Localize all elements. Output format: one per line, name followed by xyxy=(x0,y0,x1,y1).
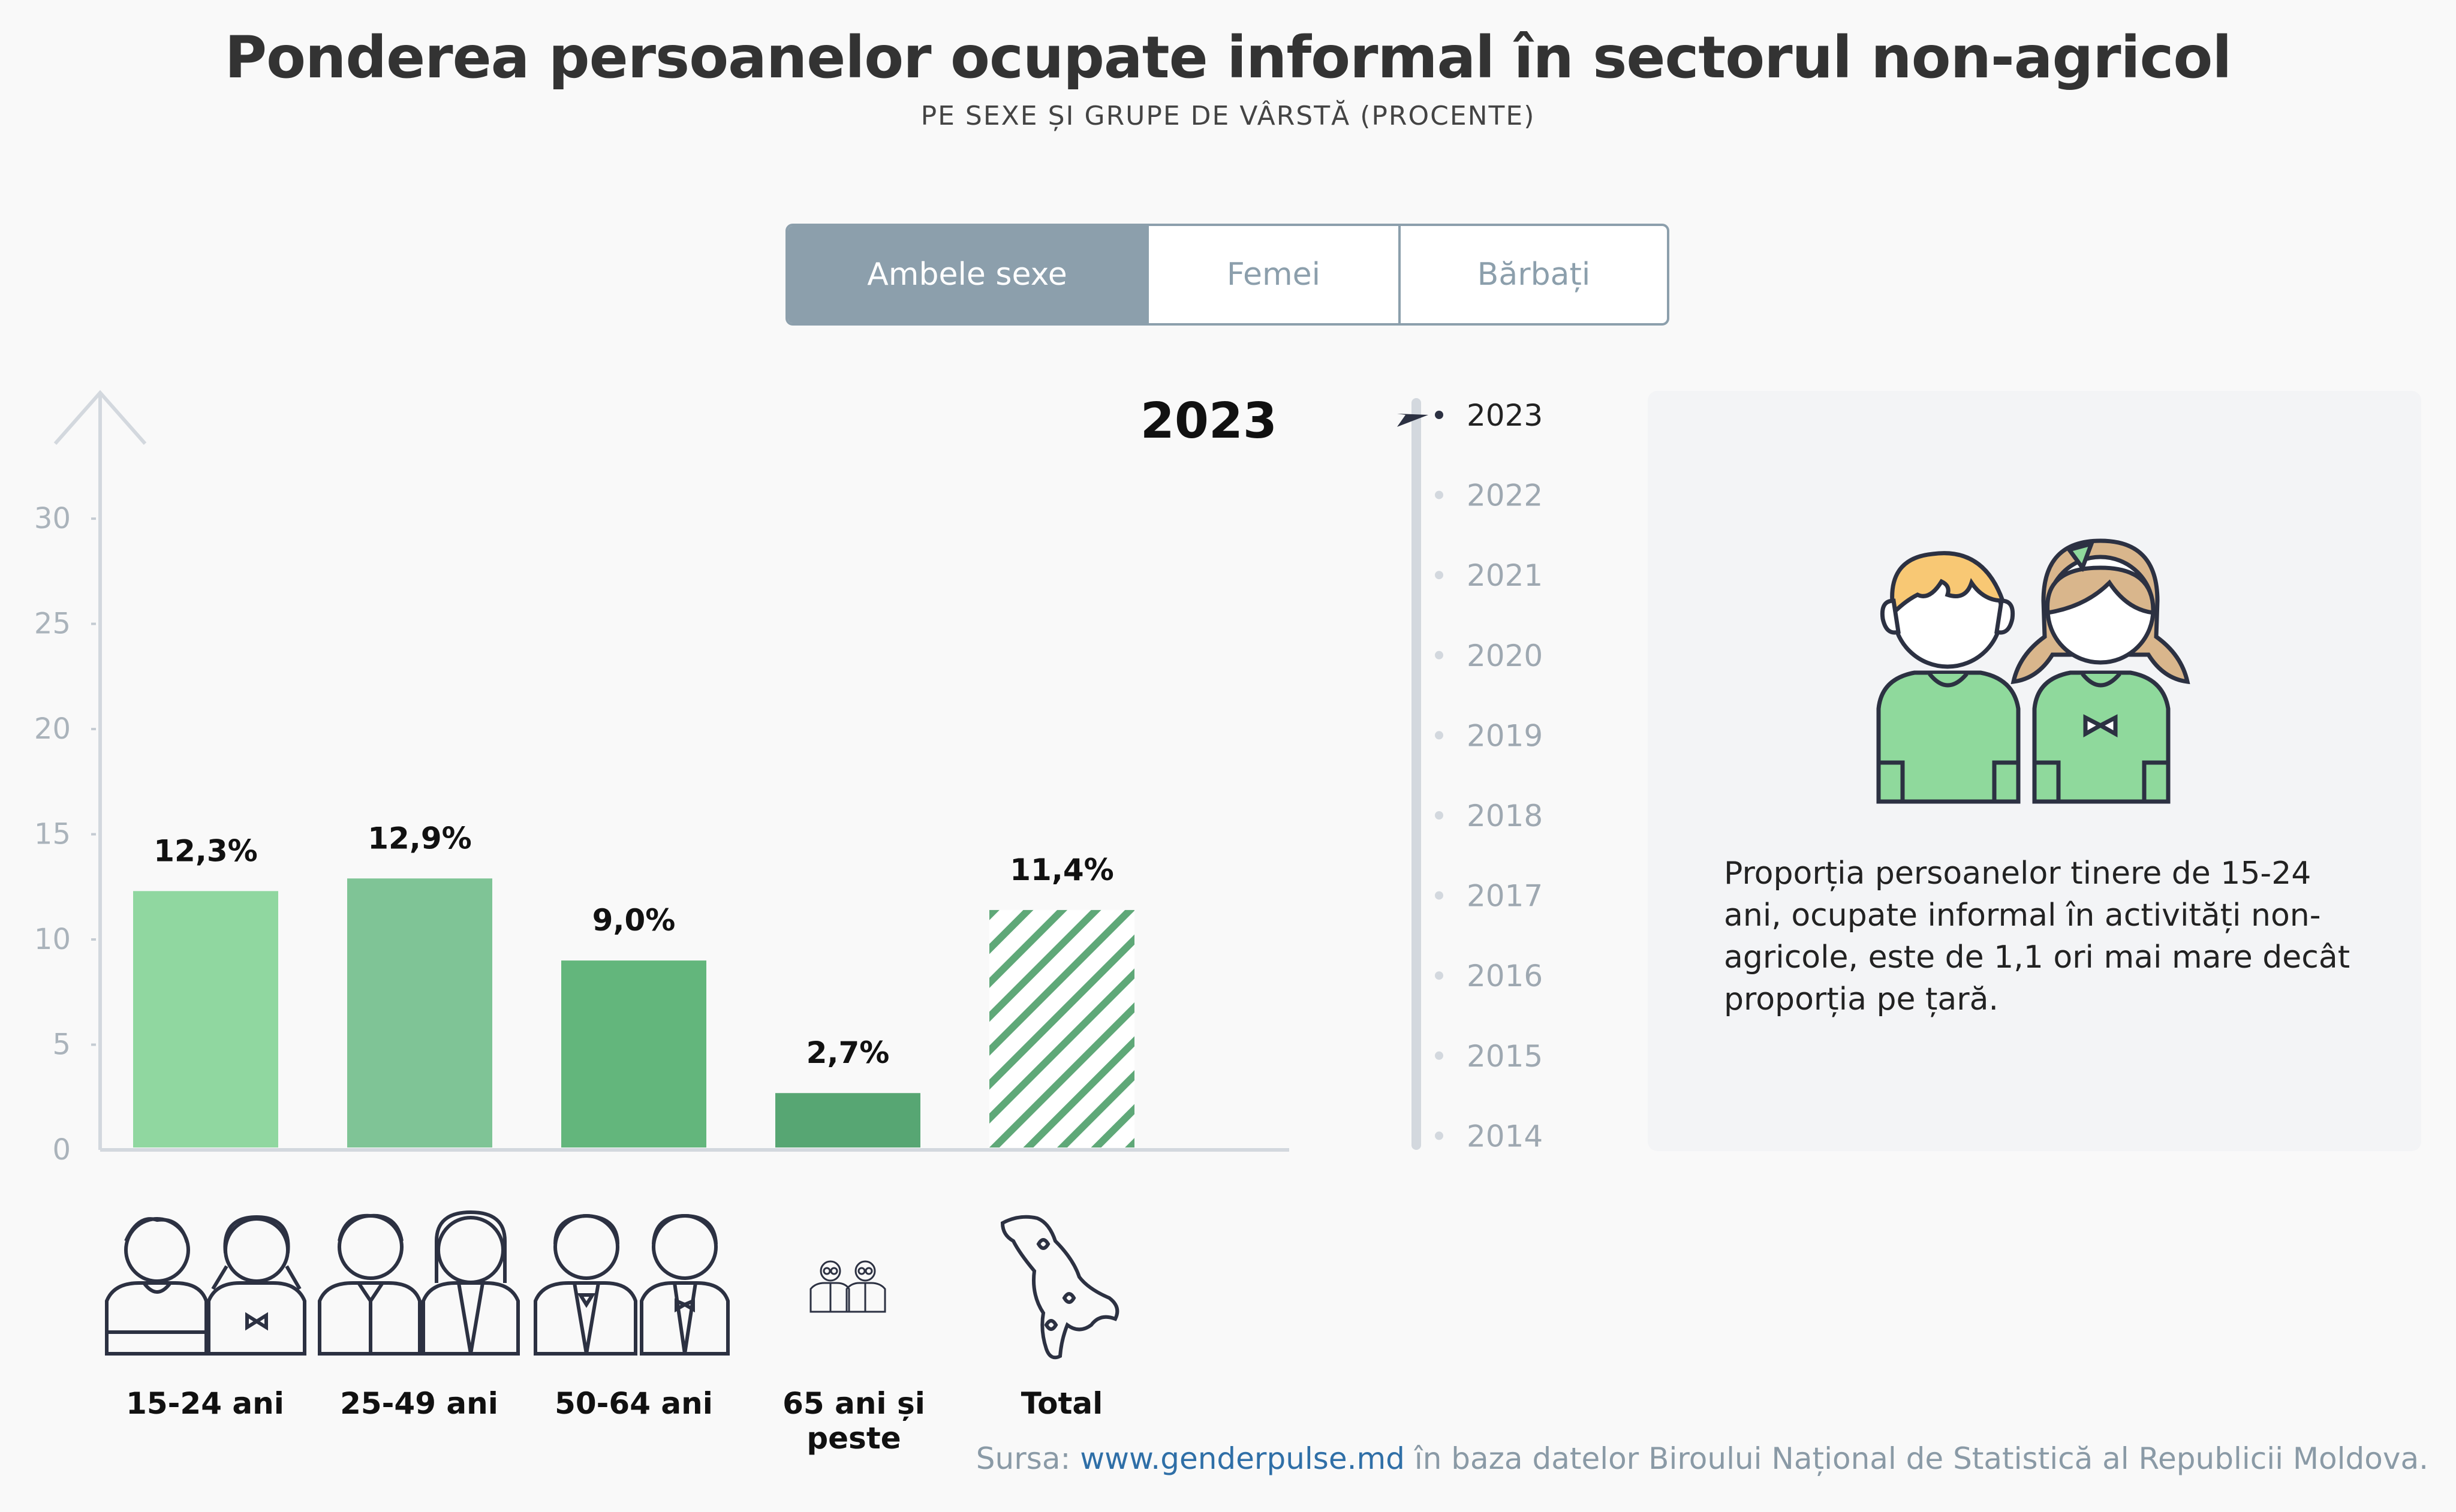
category-label-15-24: 15-24 ani xyxy=(126,1386,284,1421)
timeline-year-2017[interactable]: 2017 xyxy=(1435,879,1543,914)
timeline-dot xyxy=(1435,411,1443,419)
timeline-year-label: 2023 xyxy=(1467,398,1543,433)
elderly-pair-icon xyxy=(809,1260,886,1313)
page-subtitle: PE SEXE ȘI GRUPE DE VÂRSTĂ (PROCENTE) xyxy=(920,101,1536,131)
bar-2[interactable] xyxy=(347,878,492,1147)
tab-ambele-sexe[interactable]: Ambele sexe xyxy=(788,226,1146,323)
timeline-year-label: 2014 xyxy=(1467,1119,1543,1153)
bar-3[interactable] xyxy=(561,960,706,1147)
bars xyxy=(133,878,1134,1147)
bar-5[interactable] xyxy=(989,909,1134,1147)
timeline-dot xyxy=(1435,490,1443,499)
source-prefix: Sursa: xyxy=(976,1441,1071,1476)
y-tick-label: 5 xyxy=(52,1028,71,1062)
bar-value-labels: 12,3% 12,9% 9,0% 2,7% 11,4% xyxy=(154,821,1113,1070)
timeline-year-label: 2018 xyxy=(1467,799,1543,833)
source-link[interactable]: www.genderpulse.md xyxy=(1080,1441,1405,1476)
timeline-dot xyxy=(1435,731,1443,740)
timeline-year-2022[interactable]: 2022 xyxy=(1435,478,1543,513)
source-suffix: în baza datelor Biroului Național de Sta… xyxy=(1414,1441,2428,1476)
bar-1[interactable] xyxy=(133,891,278,1147)
timeline-year-2014[interactable]: 2014 xyxy=(1435,1119,1543,1153)
arrow-up-icon xyxy=(53,390,147,1150)
bar-4[interactable] xyxy=(775,1093,920,1147)
category-label-total: Total xyxy=(1021,1386,1103,1421)
youth-pair-icon xyxy=(105,1215,306,1356)
timeline-year-label: 2020 xyxy=(1467,638,1543,673)
timeline-dot xyxy=(1435,650,1443,659)
category-icons xyxy=(105,1210,1119,1360)
bar-value-label: 11,4% xyxy=(1010,853,1113,887)
timeline-year-label: 2019 xyxy=(1467,718,1543,753)
y-tick-label: 25 xyxy=(34,607,71,641)
y-axis-ticks: 0 5 10 15 20 25 30 xyxy=(34,502,96,1167)
timeline-dot xyxy=(1435,1131,1443,1140)
moldova-map-icon xyxy=(1000,1215,1119,1360)
y-tick-label: 10 xyxy=(34,923,71,956)
category-label-50-64: 50-64 ani xyxy=(555,1386,713,1421)
timeline-year-label: 2015 xyxy=(1467,1039,1543,1074)
bar-value-label: 12,3% xyxy=(154,833,257,868)
year-timeline: 2023 2022 2021 2020 2019 2018 2017 2016 2015 2014 xyxy=(1397,398,1543,1153)
middle-age-pair-icon xyxy=(534,1213,730,1356)
category-label-25-49: 25-49 ani xyxy=(340,1386,498,1421)
timeline-year-2020[interactable]: 2020 xyxy=(1435,638,1543,673)
timeline-dot xyxy=(1435,971,1443,980)
category-label-65-plus: 65 ani și peste xyxy=(782,1386,925,1456)
info-card: Proporția persoanelor tinere de 15-24 an… xyxy=(1648,391,2421,1151)
timeline-dot xyxy=(1435,891,1443,900)
timeline-year-label: 2016 xyxy=(1467,959,1543,993)
timeline-year-label: 2017 xyxy=(1467,879,1543,914)
y-tick-label: 0 xyxy=(52,1133,71,1167)
chart-year-label: 2023 xyxy=(1140,393,1277,450)
adult-pair-icon xyxy=(318,1210,520,1356)
timeline-dot xyxy=(1435,811,1443,820)
pointer-arrow-icon xyxy=(1397,414,1428,427)
bar-chart: 0 5 10 15 20 25 30 12,3% 12,9% 9,0% 2,7% 11,4% 202… xyxy=(34,390,1543,1167)
y-tick-label: 15 xyxy=(34,818,71,851)
timeline-dot xyxy=(1435,571,1443,580)
sex-filter-tabs: Ambele sexe Femei Bărbați xyxy=(785,224,1669,326)
timeline-dot xyxy=(1435,1051,1443,1060)
timeline-year-label: 2022 xyxy=(1467,478,1543,513)
boy-girl-icon xyxy=(1876,538,2190,804)
timeline-year-label: 2021 xyxy=(1467,558,1543,593)
page-title: Ponderea persoanelor ocupate informal în… xyxy=(224,24,2232,91)
timeline-year-2015[interactable]: 2015 xyxy=(1435,1039,1543,1074)
bar-value-label: 2,7% xyxy=(806,1035,890,1070)
y-tick-label: 30 xyxy=(34,502,71,535)
timeline-year-2018[interactable]: 2018 xyxy=(1435,799,1543,833)
bar-value-label: 12,9% xyxy=(368,821,471,856)
timeline-year-2021[interactable]: 2021 xyxy=(1435,558,1543,593)
source-note: Sursa: www.genderpulse.md în baza datelo… xyxy=(976,1441,2428,1476)
info-text: Proporția persoanelor tinere de 15-24 an… xyxy=(1724,856,2350,1017)
timeline-year-2016[interactable]: 2016 xyxy=(1435,959,1543,993)
bar-value-label: 9,0% xyxy=(592,903,676,938)
timeline-year-2019[interactable]: 2019 xyxy=(1435,718,1543,753)
tab-barbati[interactable]: Bărbați xyxy=(1398,226,1667,323)
timeline-year-2023[interactable]: 2023 xyxy=(1435,398,1543,433)
y-tick-label: 20 xyxy=(34,712,71,746)
tab-femei[interactable]: Femei xyxy=(1146,226,1398,323)
